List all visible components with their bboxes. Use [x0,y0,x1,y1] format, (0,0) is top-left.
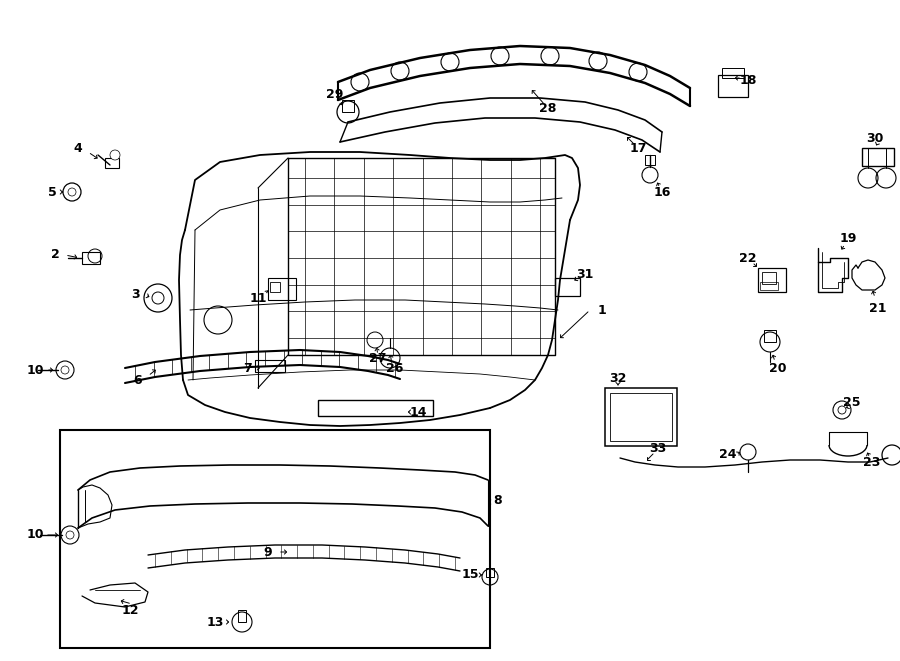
Bar [764,330,776,342]
Bar [60,430,490,648]
Bar [342,100,354,112]
Text: 6: 6 [134,373,142,387]
Text: 21: 21 [869,301,886,315]
Circle shape [68,188,76,196]
Text: 10: 10 [26,364,44,377]
Bar [268,278,296,300]
Text: 10: 10 [26,529,44,541]
Bar [82,252,100,264]
Text: 19: 19 [840,231,857,245]
Text: 12: 12 [122,603,139,617]
Text: 29: 29 [327,89,344,102]
Bar [255,360,285,372]
Text: 25: 25 [843,395,860,408]
Text: 32: 32 [609,371,626,385]
Bar [270,282,280,292]
Text: 13: 13 [206,615,224,629]
Text: 23: 23 [863,455,881,469]
Bar [760,282,778,290]
Text: 14: 14 [410,405,427,418]
Text: 17: 17 [629,141,647,155]
Bar [645,155,655,165]
Text: 26: 26 [386,362,404,375]
Bar [486,568,494,577]
Text: 33: 33 [650,442,667,455]
Bar [238,610,246,622]
Bar [105,158,119,168]
Text: 22: 22 [739,251,757,264]
Text: 27: 27 [369,352,387,364]
Text: 8: 8 [494,494,502,506]
Text: 18: 18 [739,73,757,87]
Text: 24: 24 [719,449,737,461]
Text: 2: 2 [50,249,59,262]
Bar [605,388,677,446]
Text: 11: 11 [249,292,266,305]
Text: 5: 5 [48,186,57,198]
Bar [555,278,580,296]
Text: 1: 1 [598,303,607,317]
Bar [762,272,776,284]
Bar [722,68,744,78]
Text: 9: 9 [264,545,273,559]
Circle shape [110,150,120,160]
Text: 28: 28 [539,102,557,114]
Bar [862,148,894,166]
Text: 7: 7 [244,362,252,375]
Bar [718,75,748,97]
Text: 4: 4 [74,141,83,155]
Text: 20: 20 [770,362,787,375]
Text: 30: 30 [867,132,884,145]
Text: 3: 3 [130,288,140,301]
Bar [758,268,786,292]
Bar [610,393,672,441]
Text: 16: 16 [653,186,670,198]
Text: 31: 31 [576,268,594,282]
Text: 15: 15 [461,568,479,582]
Bar [318,400,433,416]
